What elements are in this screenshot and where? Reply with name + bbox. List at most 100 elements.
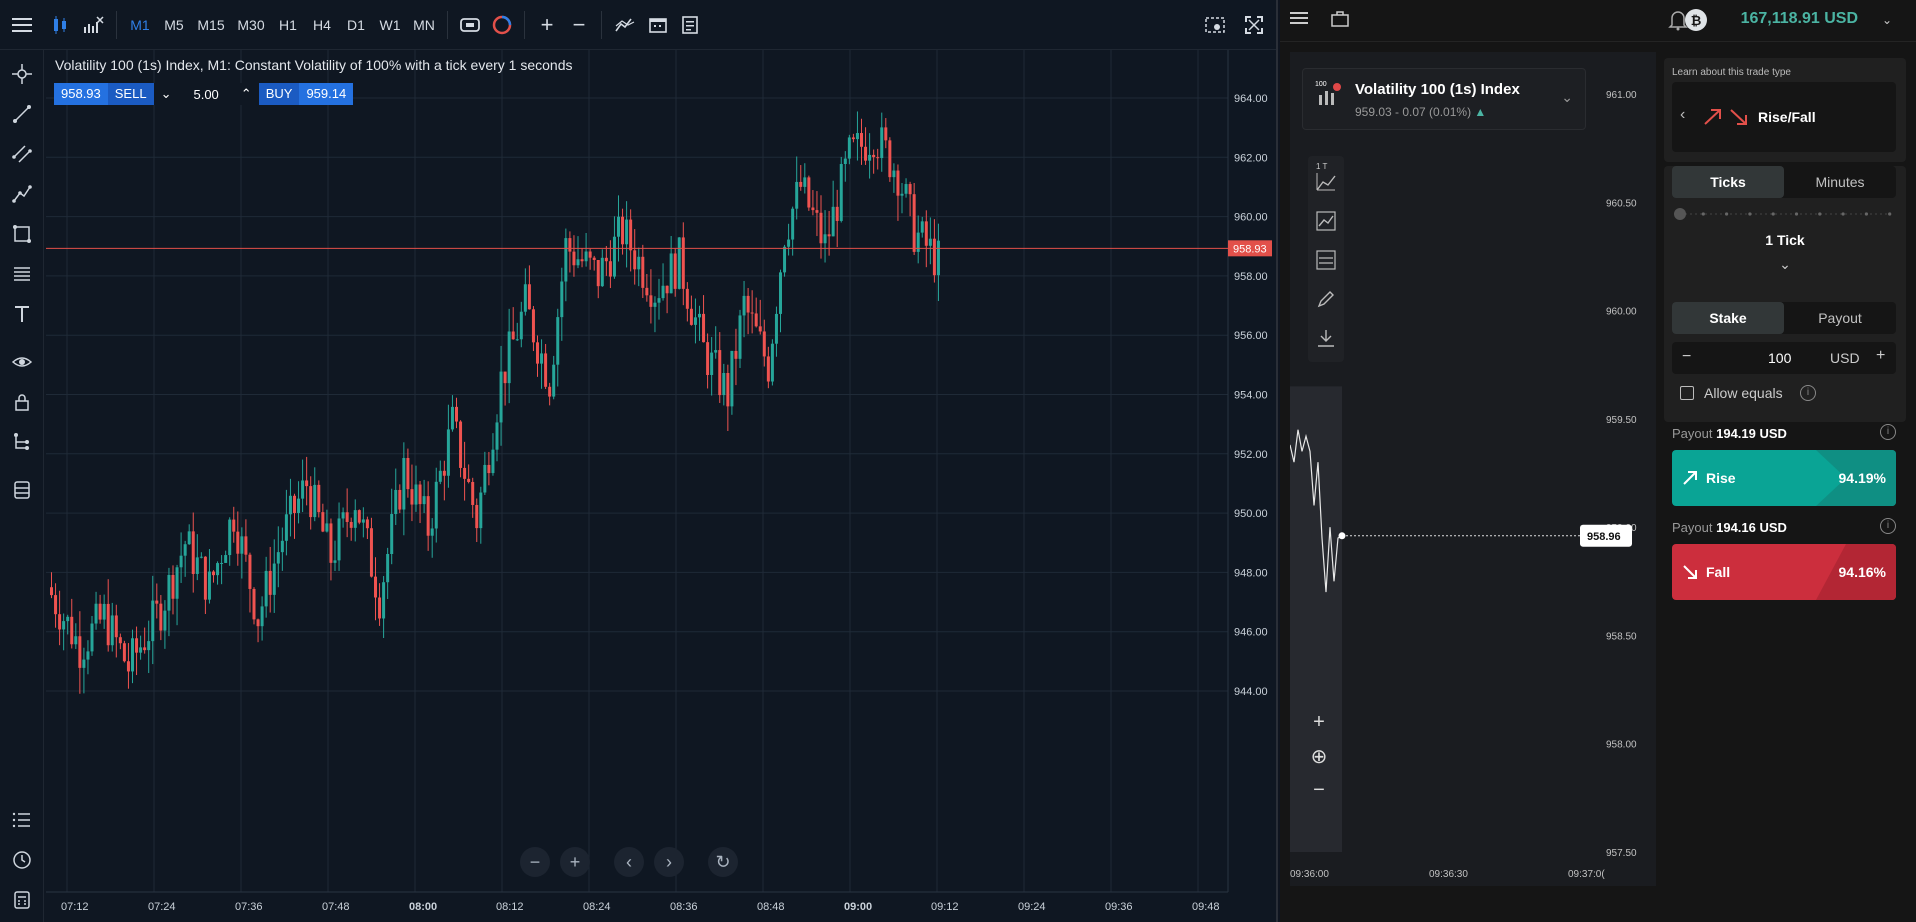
tick-duration-slider[interactable] bbox=[1672, 206, 1896, 222]
candle-body bbox=[572, 251, 576, 266]
sell-price[interactable]: 958.93 bbox=[54, 83, 108, 105]
fibonacci-icon[interactable] bbox=[8, 260, 36, 288]
channel-icon[interactable] bbox=[8, 140, 36, 168]
chart-zoom-out-icon[interactable]: − bbox=[520, 847, 550, 877]
account-balance[interactable]: 167,118.91 USD bbox=[1740, 10, 1858, 27]
list-icon[interactable] bbox=[8, 806, 36, 834]
trade-type-selector[interactable]: ‹ Rise/Fall bbox=[1672, 82, 1896, 152]
timeframe-h4[interactable]: H4 bbox=[313, 16, 331, 33]
notifications-icon[interactable] bbox=[1668, 9, 1688, 36]
stake-increase-icon[interactable]: + bbox=[1876, 347, 1886, 364]
timeframe-h1[interactable]: H1 bbox=[279, 16, 297, 33]
tick-chart[interactable]: 961.00960.50960.00959.50959.00958.50958.… bbox=[1290, 52, 1656, 886]
stake-amount-value[interactable]: 100 bbox=[1768, 350, 1792, 366]
candle-body bbox=[288, 495, 292, 515]
tick-x-label: 09:36:30 bbox=[1429, 869, 1468, 880]
indicator-line-icon[interactable] bbox=[608, 7, 642, 43]
download-icon[interactable] bbox=[1316, 328, 1336, 348]
timeframe-w1[interactable]: W1 bbox=[379, 16, 401, 33]
fall-payout-info-icon[interactable]: i bbox=[1880, 518, 1896, 534]
timeframe-m30[interactable]: M30 bbox=[237, 16, 265, 33]
duration-tab-ticks[interactable]: Ticks bbox=[1672, 166, 1784, 198]
currency-coin-icon[interactable]: ₿ bbox=[1685, 9, 1707, 31]
zoom-out-icon[interactable]: − bbox=[572, 11, 586, 37]
comparison-icon[interactable] bbox=[1316, 250, 1336, 270]
stake-tab[interactable]: Stake bbox=[1672, 302, 1784, 334]
candle-body bbox=[653, 302, 657, 307]
fullscreen-icon[interactable] bbox=[1238, 7, 1270, 43]
candle-body bbox=[167, 574, 171, 611]
eye-icon[interactable] bbox=[8, 348, 36, 376]
tick-chart-plot[interactable]: 961.00960.50960.00959.50959.00958.50958.… bbox=[1290, 52, 1656, 886]
lock-icon[interactable] bbox=[8, 388, 36, 416]
one-click-trading-icon[interactable] bbox=[486, 7, 518, 43]
sell-button[interactable]: SELL bbox=[107, 83, 154, 105]
allow-equals-checkbox[interactable] bbox=[1680, 386, 1694, 400]
learn-trade-type-link[interactable]: Learn about this trade type bbox=[1672, 67, 1791, 78]
candlestick-chart-area[interactable]: 964.00 962.00 960.00 958.00 956.00 954.00 952.… bbox=[46, 50, 1276, 922]
candlestick-chart[interactable]: 964.00 962.00 960.00 958.00 956.00 954.00 952.… bbox=[46, 50, 1276, 922]
templates-icon[interactable] bbox=[674, 7, 706, 43]
allow-equals-info-icon[interactable]: i bbox=[1800, 385, 1816, 401]
buy-price[interactable]: 959.14 bbox=[299, 83, 354, 105]
duration-tab-minutes[interactable]: Minutes bbox=[1815, 174, 1865, 190]
crosshair-icon[interactable] bbox=[8, 60, 36, 88]
screenshot-icon[interactable] bbox=[1198, 7, 1232, 43]
trend-line-icon[interactable] bbox=[8, 100, 36, 128]
scroll-right-icon[interactable]: › bbox=[654, 847, 684, 877]
volume-decrease-icon[interactable]: ⌄ bbox=[160, 86, 172, 101]
volume-field[interactable]: ⌄ 5.00 ⌃ bbox=[153, 83, 259, 105]
zoom-in-icon[interactable]: + bbox=[540, 11, 554, 37]
account-dropdown-chevron-icon[interactable]: ⌄ bbox=[1881, 13, 1892, 27]
candle-body bbox=[576, 259, 580, 266]
scroll-left-icon[interactable]: ‹ bbox=[614, 847, 644, 877]
shapes-icon[interactable] bbox=[8, 220, 36, 248]
volume-value[interactable]: 5.00 bbox=[193, 86, 219, 102]
layers-icon[interactable] bbox=[8, 476, 36, 504]
candle-body bbox=[475, 504, 479, 529]
reset-chart-icon[interactable]: ↻ bbox=[708, 847, 738, 877]
calculator-icon[interactable] bbox=[8, 886, 36, 914]
candle-body bbox=[236, 531, 240, 554]
timeframe-m5[interactable]: M5 bbox=[164, 16, 184, 33]
timeframe-m15[interactable]: M15 bbox=[197, 16, 225, 33]
reports-icon[interactable] bbox=[1331, 11, 1349, 32]
text-tool-icon[interactable] bbox=[8, 300, 36, 328]
indicators-icon[interactable] bbox=[76, 7, 110, 43]
candle-body bbox=[78, 636, 82, 668]
chart-zoom-in-icon[interactable]: + bbox=[560, 847, 590, 877]
volume-increase-icon[interactable]: ⌃ bbox=[240, 86, 252, 101]
payout-tab[interactable]: Payout bbox=[1818, 310, 1862, 326]
tick-zoom-out-icon[interactable]: − bbox=[1313, 778, 1325, 801]
timeframe-mn[interactable]: MN bbox=[413, 16, 435, 33]
stake-decrease-icon[interactable]: − bbox=[1682, 348, 1692, 365]
candlestick-chart-icon[interactable] bbox=[44, 7, 76, 43]
rise-button[interactable]: Rise 94.19% bbox=[1672, 450, 1896, 506]
tick-zoom-in-icon[interactable]: + bbox=[1313, 710, 1325, 733]
polyline-icon[interactable] bbox=[8, 180, 36, 208]
trade-params-panel: Learn about this trade type ‹ Rise/Fall … bbox=[1664, 52, 1906, 922]
timeframe-m1[interactable]: M1 bbox=[130, 16, 150, 33]
indicators-icon[interactable] bbox=[1316, 211, 1336, 231]
buy-button[interactable]: BUY bbox=[258, 83, 300, 105]
menu-icon[interactable] bbox=[0, 7, 44, 43]
duration-expand-chevron-icon[interactable]: ⌄ bbox=[1779, 256, 1791, 272]
candle-body bbox=[353, 510, 357, 528]
drawing-tools-icon[interactable] bbox=[1316, 289, 1336, 309]
stake-amount-input[interactable]: − 100 USD + bbox=[1672, 342, 1896, 374]
deriv-menu-icon[interactable] bbox=[1290, 11, 1308, 30]
calendar-icon[interactable] bbox=[642, 7, 674, 43]
fall-button[interactable]: Fall 94.16% bbox=[1672, 544, 1896, 600]
candle-body bbox=[301, 480, 305, 499]
chart-sync-icon[interactable] bbox=[454, 7, 486, 43]
object-tree-icon[interactable] bbox=[8, 428, 36, 456]
candle-body bbox=[843, 158, 847, 165]
tick-crosshair-icon[interactable]: ⊕ bbox=[1310, 745, 1328, 768]
chart-type-icon[interactable] bbox=[1316, 172, 1336, 192]
timeframe-d1[interactable]: D1 bbox=[347, 16, 365, 33]
candle-body bbox=[114, 615, 118, 638]
symbol-selector[interactable]: 100 Volatility 100 (1s) Index 959.03 - 0… bbox=[1302, 68, 1586, 130]
rise-payout-info-icon[interactable]: i bbox=[1880, 424, 1896, 440]
trade-type-back-icon[interactable]: ‹ bbox=[1680, 106, 1686, 123]
history-icon[interactable] bbox=[8, 846, 36, 874]
